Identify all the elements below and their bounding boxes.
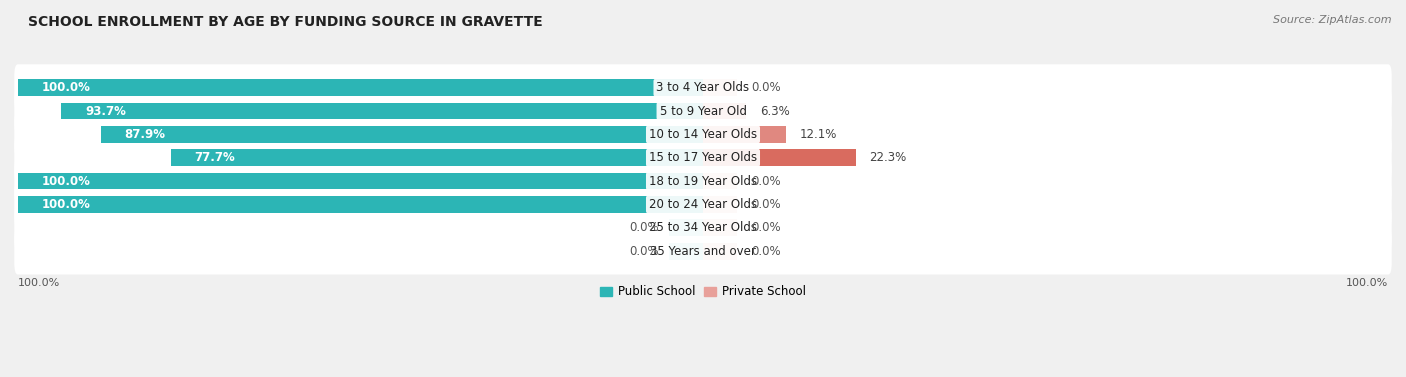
Text: SCHOOL ENROLLMENT BY AGE BY FUNDING SOURCE IN GRAVETTE: SCHOOL ENROLLMENT BY AGE BY FUNDING SOUR…	[28, 15, 543, 29]
FancyBboxPatch shape	[14, 111, 1392, 158]
Text: 100.0%: 100.0%	[42, 198, 90, 211]
Text: 93.7%: 93.7%	[84, 104, 125, 118]
FancyBboxPatch shape	[14, 181, 1392, 228]
Text: Source: ZipAtlas.com: Source: ZipAtlas.com	[1274, 15, 1392, 25]
Bar	[703, 219, 737, 236]
Bar	[101, 126, 703, 143]
Text: 100.0%: 100.0%	[1346, 278, 1388, 288]
FancyBboxPatch shape	[14, 228, 1392, 274]
Text: 100.0%: 100.0%	[42, 175, 90, 188]
Text: 3 to 4 Year Olds: 3 to 4 Year Olds	[657, 81, 749, 94]
Text: 6.3%: 6.3%	[759, 104, 790, 118]
FancyBboxPatch shape	[14, 64, 1392, 111]
Text: 0.0%: 0.0%	[751, 198, 780, 211]
Bar	[60, 103, 703, 120]
Bar	[703, 243, 737, 260]
Bar	[703, 149, 856, 166]
FancyBboxPatch shape	[14, 88, 1392, 134]
Text: 0.0%: 0.0%	[628, 221, 658, 234]
Text: 12.1%: 12.1%	[800, 128, 837, 141]
Text: 0.0%: 0.0%	[628, 245, 658, 257]
Text: 87.9%: 87.9%	[125, 128, 166, 141]
Text: 18 to 19 Year Olds: 18 to 19 Year Olds	[650, 175, 756, 188]
Text: 20 to 24 Year Olds: 20 to 24 Year Olds	[650, 198, 756, 211]
Bar	[669, 219, 703, 236]
Text: 22.3%: 22.3%	[869, 151, 907, 164]
Bar	[669, 243, 703, 260]
Bar	[703, 103, 747, 120]
Bar	[703, 126, 786, 143]
Text: 0.0%: 0.0%	[751, 245, 780, 257]
FancyBboxPatch shape	[14, 158, 1392, 204]
Bar	[170, 149, 703, 166]
Text: 10 to 14 Year Olds: 10 to 14 Year Olds	[650, 128, 756, 141]
FancyBboxPatch shape	[14, 134, 1392, 181]
Legend: Public School, Private School: Public School, Private School	[595, 280, 811, 303]
Text: 100.0%: 100.0%	[18, 278, 60, 288]
Bar	[18, 173, 703, 190]
Bar	[703, 79, 737, 96]
Text: 0.0%: 0.0%	[751, 221, 780, 234]
FancyBboxPatch shape	[14, 204, 1392, 251]
Text: 35 Years and over: 35 Years and over	[650, 245, 756, 257]
Text: 0.0%: 0.0%	[751, 175, 780, 188]
Bar	[18, 79, 703, 96]
Text: 77.7%: 77.7%	[194, 151, 235, 164]
Text: 0.0%: 0.0%	[751, 81, 780, 94]
Bar	[703, 173, 737, 190]
Text: 15 to 17 Year Olds: 15 to 17 Year Olds	[650, 151, 756, 164]
Bar	[703, 196, 737, 213]
Text: 25 to 34 Year Olds: 25 to 34 Year Olds	[650, 221, 756, 234]
Text: 5 to 9 Year Old: 5 to 9 Year Old	[659, 104, 747, 118]
Bar	[18, 196, 703, 213]
Text: 100.0%: 100.0%	[42, 81, 90, 94]
